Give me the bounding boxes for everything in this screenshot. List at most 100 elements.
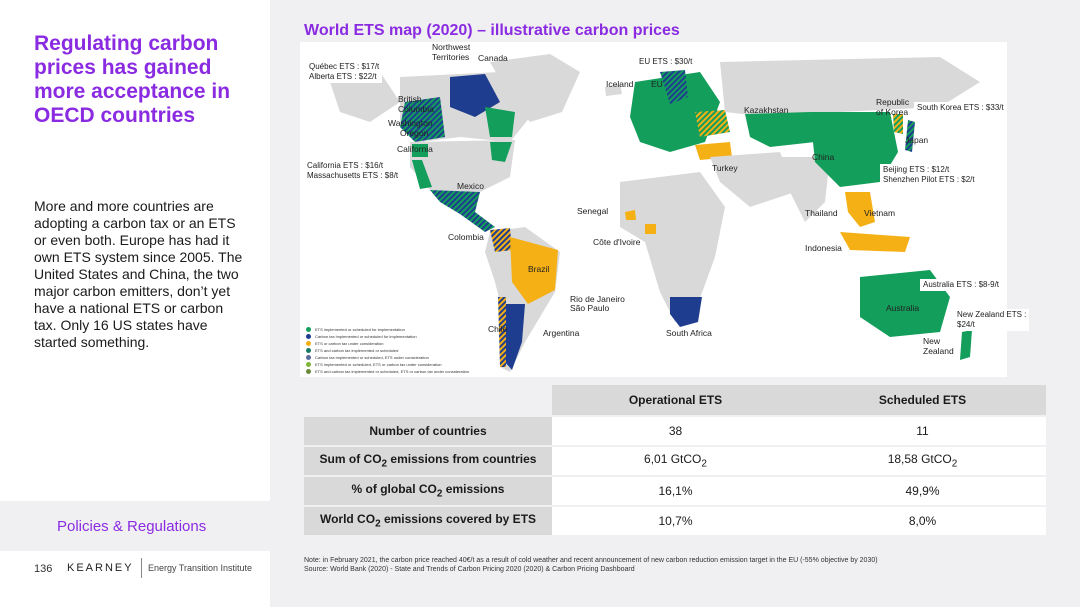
page-number: 136 <box>34 563 53 575</box>
table-header-operational: Operational ETS <box>552 385 799 415</box>
price-newzealand: New Zealand ETS : $24/t <box>954 309 1030 331</box>
content-panel: World ETS map (2020) – illustrative carb… <box>270 0 1080 607</box>
note-text: Note: in February 2021, the carbon price… <box>304 557 878 564</box>
label-brazil: Brazil <box>528 264 550 274</box>
label-canada: Canada <box>478 53 508 63</box>
row-label-global-share: % of global CO2 emissions <box>304 477 552 505</box>
usa-shape <box>410 140 515 192</box>
intro-text: More and more countries are adopting a c… <box>34 198 243 350</box>
label-southafrica: South Africa <box>666 328 712 338</box>
value-pre: 18,58 GtCO <box>887 452 952 467</box>
legend-swatch <box>306 341 311 346</box>
cell-operational-emissions: 6,01 GtCO2 <box>552 447 799 475</box>
label-newzealand: New Zealand <box>923 336 954 356</box>
label-post: emissions <box>442 482 505 497</box>
label-senegal: Senegal <box>577 206 609 216</box>
label-pre: Sum of CO <box>319 452 382 467</box>
table-row: World CO2 emissions covered by ETS 10,7%… <box>304 507 1046 535</box>
iceland-shape <box>605 84 622 96</box>
world-map: Northwest Territories Canada British Col… <box>300 42 1030 377</box>
cell-scheduled-covered: 8,0% <box>799 507 1046 535</box>
label-saopaulo: São Paulo <box>570 303 610 313</box>
table-header-scheduled: Scheduled ETS <box>799 385 1046 415</box>
legend-label: ETS and carbon tax implemented or schedu… <box>315 369 470 374</box>
label-indonesia: Indonesia <box>805 243 842 253</box>
legend-item: ETS and carbon tax implemented or schedu… <box>306 347 516 354</box>
legend-label: Carbon tax implemented or scheduled for … <box>315 334 417 339</box>
left-panel: Regulating carbon prices has gained more… <box>0 0 270 607</box>
legend-item: Carbon tax implemented or scheduled, ETS… <box>306 354 516 361</box>
korea-region <box>893 114 903 134</box>
turkey-region <box>695 142 732 160</box>
label-sub: 2 <box>436 488 443 500</box>
greenland-shape <box>490 54 580 122</box>
label-thailand: Thailand <box>805 208 838 218</box>
cotedivoire-region <box>645 224 656 234</box>
label-bc: British Columbia <box>398 94 434 114</box>
table-header-empty <box>304 385 552 415</box>
world-map-svg <box>300 42 1007 377</box>
india-shape <box>780 157 830 222</box>
row-label-countries: Number of countries <box>304 417 552 445</box>
washington-region <box>412 144 428 157</box>
map-title: World ETS map (2020) – illustrative carb… <box>304 22 680 39</box>
label-sub: 2 <box>381 458 388 470</box>
label-california: California <box>397 144 433 154</box>
legend-label: ETS and carbon tax implemented or schedu… <box>315 348 399 353</box>
legend-item: ETS or carbon tax under consideration <box>306 340 516 347</box>
label-korea: Republic of Korea <box>876 97 910 117</box>
map-legend: ETS implemented or scheduled for impleme… <box>306 326 516 375</box>
label-post: emissions covered by ETS <box>380 512 537 527</box>
mexico-shape <box>430 190 495 232</box>
label-nwt: Northwest Territories <box>432 42 471 62</box>
price-korea: South Korea ETS : $33/t <box>914 102 1007 114</box>
argentina-region <box>505 304 525 370</box>
label-vietnam: Vietnam <box>864 208 896 218</box>
price-quebec-alberta: Québec ETS : $17/t Alberta ETS : $22/t <box>306 61 383 83</box>
ets-stats-table: Operational ETS Scheduled ETS Number of … <box>304 383 1046 537</box>
row-label-emissions: Sum of CO2 emissions from countries <box>304 447 552 475</box>
label-pre: World CO <box>319 512 376 527</box>
chile-region <box>498 297 506 367</box>
kazakhstan-region <box>745 112 815 147</box>
label-china: China <box>812 152 835 162</box>
table-row: Number of countries 38 11 <box>304 417 1046 445</box>
japan-region <box>905 120 915 152</box>
se-asia-region <box>845 192 875 227</box>
south-africa-region <box>670 297 702 327</box>
label-eu: EU <box>651 79 663 89</box>
bc-region <box>400 97 445 142</box>
row-label-covered: World CO2 emissions covered by ETS <box>304 507 552 535</box>
brand-divider <box>141 558 142 578</box>
section-label: Policies & Regulations <box>57 518 207 535</box>
footer: 136 KEARNEY Energy Transition Institute <box>0 553 270 607</box>
price-australia: Australia ETS : $8-9/t <box>920 279 1003 291</box>
europe-shape <box>630 72 720 152</box>
source-text: Source: World Bank (2020) - State and Tr… <box>304 566 635 573</box>
label-kazakhstan: Kazakhstan <box>744 105 789 115</box>
label-chile: Chile <box>488 324 508 334</box>
middle-east-shape <box>710 152 795 207</box>
canada-carbon-region <box>450 74 500 117</box>
label-pre: % of global CO <box>351 482 437 497</box>
value-sub: 2 <box>951 458 958 470</box>
china-region <box>810 112 898 187</box>
label-argentina: Argentina <box>543 328 580 338</box>
cell-scheduled-global-share: 49,9% <box>799 477 1046 505</box>
label-sub: 2 <box>375 518 381 530</box>
institute-name: Energy Transition Institute <box>148 563 253 573</box>
legend-swatch <box>306 355 311 360</box>
cell-operational-covered: 10,7% <box>552 507 799 535</box>
indonesia-region <box>840 232 910 252</box>
table-row: % of global CO2 emissions 16,1% 49,9% <box>304 477 1046 505</box>
scandinavia-region <box>660 70 688 104</box>
brazil-region <box>510 237 558 304</box>
alaska-shape <box>330 72 400 122</box>
section-tab[interactable]: Policies & Regulations <box>0 501 270 551</box>
quebec-region <box>485 107 515 137</box>
label-washington: Washington <box>388 118 433 128</box>
legend-swatch <box>306 348 311 353</box>
africa-shape <box>620 172 725 322</box>
legend-item: Carbon tax implemented or scheduled for … <box>306 333 516 340</box>
senegal-region <box>625 210 636 220</box>
